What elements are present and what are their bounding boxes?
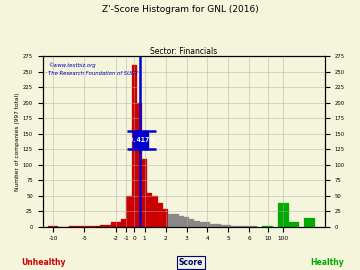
Bar	[236, 225, 242, 227]
Bar	[158, 203, 163, 227]
Bar	[48, 226, 58, 227]
Bar	[142, 158, 147, 227]
Bar	[131, 65, 137, 227]
Bar	[247, 226, 252, 227]
Text: 0.4174: 0.4174	[129, 137, 154, 143]
Text: Healthy: Healthy	[311, 258, 345, 267]
Bar	[168, 214, 174, 227]
Bar	[179, 216, 184, 227]
Bar	[184, 217, 189, 227]
Text: ©www.textbiz.org: ©www.textbiz.org	[48, 62, 95, 68]
Text: The Research Foundation of SUNY: The Research Foundation of SUNY	[48, 71, 138, 76]
Text: Score: Score	[179, 258, 203, 267]
Bar	[262, 225, 273, 227]
Y-axis label: Number of companies (997 total): Number of companies (997 total)	[15, 92, 20, 191]
Bar	[252, 226, 257, 227]
Bar	[79, 225, 90, 227]
Title: Sector: Financials: Sector: Financials	[150, 47, 217, 56]
Bar	[111, 222, 121, 227]
Bar	[304, 218, 315, 227]
Bar	[153, 196, 158, 227]
Bar	[199, 222, 205, 227]
Bar	[278, 203, 288, 227]
Bar	[137, 103, 142, 227]
Bar	[69, 226, 79, 227]
Bar	[126, 196, 131, 227]
Bar	[226, 225, 231, 227]
FancyBboxPatch shape	[133, 131, 148, 149]
Bar	[210, 224, 215, 227]
Bar	[231, 225, 236, 227]
Bar	[147, 193, 153, 227]
Bar	[121, 219, 131, 227]
Text: Unhealthy: Unhealthy	[21, 258, 66, 267]
Bar	[100, 225, 111, 227]
Bar	[163, 210, 168, 227]
Bar	[215, 224, 221, 227]
Text: Z'-Score Histogram for GNL (2016): Z'-Score Histogram for GNL (2016)	[102, 5, 258, 14]
Bar	[174, 214, 179, 227]
Bar	[288, 222, 299, 227]
Bar	[205, 222, 210, 227]
Bar	[90, 225, 100, 227]
Bar	[189, 219, 194, 227]
Bar	[221, 225, 226, 227]
Bar	[194, 221, 199, 227]
Bar	[242, 225, 247, 227]
